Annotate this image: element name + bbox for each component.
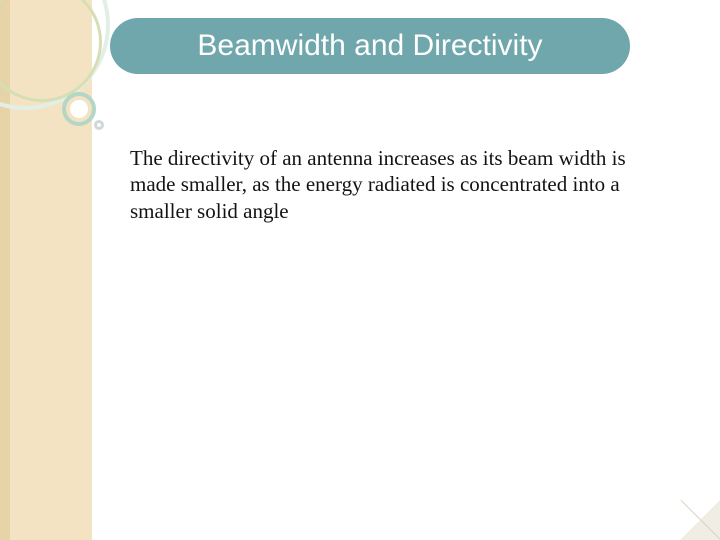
slide-body-text: The directivity of an antenna increases … bbox=[130, 145, 660, 224]
corner-fold-line bbox=[664, 484, 720, 540]
title-bar: Beamwidth and Directivity bbox=[110, 18, 630, 74]
slide-title: Beamwidth and Directivity bbox=[197, 29, 542, 63]
deco-circle-small bbox=[94, 120, 104, 130]
deco-ring-inner bbox=[70, 100, 88, 118]
